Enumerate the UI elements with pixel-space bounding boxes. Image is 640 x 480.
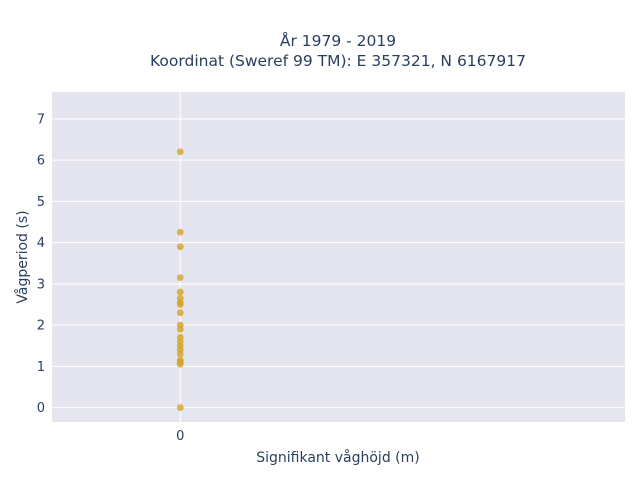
x-tick-label: 0 — [176, 429, 184, 444]
y-tick-label: 1 — [37, 360, 45, 375]
y-tick-labels: 0 1 2 3 4 5 6 7 — [37, 112, 45, 416]
data-point — [176, 404, 184, 411]
data-point — [176, 288, 184, 296]
plot-background — [52, 92, 625, 422]
data-point — [176, 148, 184, 156]
chart-title-line-2: Koordinat (Sweref 99 TM): E 357321, N 61… — [150, 52, 526, 70]
data-point — [176, 334, 184, 341]
data-point — [176, 321, 184, 329]
y-tick-label: 2 — [37, 319, 45, 334]
y-axis-title: Vågperiod (s) — [14, 210, 31, 303]
y-tick-label: 0 — [37, 401, 45, 416]
chart-title-line-1: År 1979 - 2019 — [280, 31, 396, 50]
y-tick-label: 3 — [37, 277, 45, 292]
x-tick-labels: 00,010,020,030,040,05 — [176, 429, 184, 444]
data-point — [176, 294, 184, 302]
data-point — [176, 243, 184, 251]
data-point — [176, 274, 184, 282]
data-point — [176, 228, 184, 236]
grid — [52, 92, 625, 422]
y-tick-label: 6 — [37, 154, 45, 169]
data-point — [176, 356, 184, 364]
y-tick-label: 5 — [37, 195, 45, 210]
x-axis-title: Signifikant våghöjd (m) — [256, 449, 419, 466]
scatter-points — [176, 148, 184, 411]
data-point — [176, 309, 184, 317]
y-tick-label: 4 — [37, 236, 45, 251]
y-tick-label: 7 — [37, 112, 45, 127]
